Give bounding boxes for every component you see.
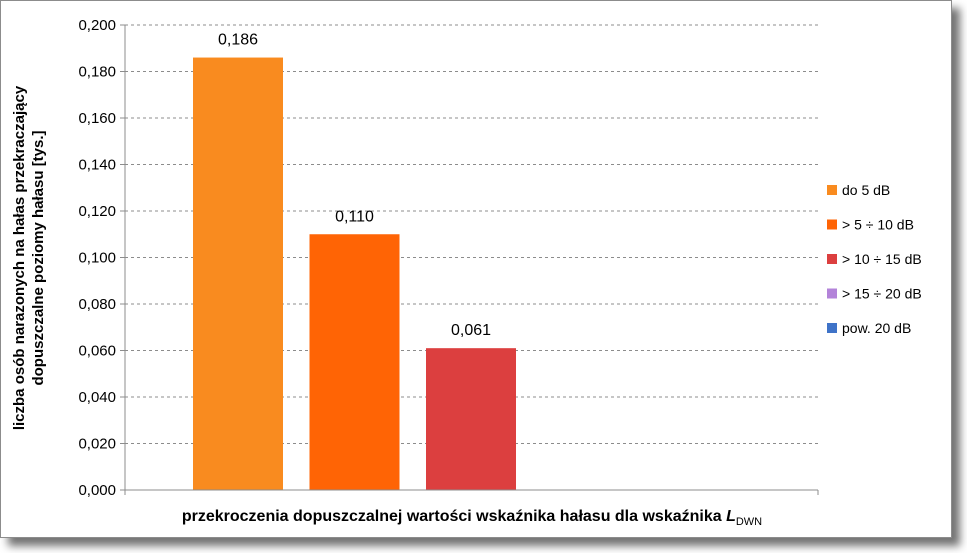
legend-swatch [827,323,837,333]
legend-label: > 15 ÷ 20 dB [842,286,922,302]
legend-swatch [827,219,837,230]
bar-series-1 [193,57,283,491]
legend-label: > 10 ÷ 15 dB [842,251,922,267]
y-tick-labels: 0,000 0,020 0,040 0,060 0,080 0,100 0,120 0,140… [78,17,116,499]
x-axis-title: przekroczenia dopuszczalnej wartości wsk… [182,508,762,528]
data-label-series-3: 0,061 [451,322,491,339]
y-axis-title-line1: liczba osób narazonych na hałas przekrac… [11,85,28,430]
legend-label: > 5 ÷ 10 dB [842,217,914,233]
legend-label: do 5 dB [842,182,890,198]
y-tick-label: 0,140 [78,157,116,174]
y-tick-label: 0,060 [78,343,116,360]
y-tick-label: 0,020 [78,436,116,453]
data-label-series-1: 0,186 [218,32,258,49]
y-tick-label: 0,200 [78,17,116,34]
x-axis-title-italic: L [726,508,736,525]
y-tick-label: 0,000 [78,482,116,499]
y-tick-label: 0,120 [78,203,116,220]
bar-series-3 [426,348,516,490]
bar-series-2 [309,234,400,490]
data-label-series-2: 0,110 [335,208,374,225]
data-labels: 0,186 0,110 0,061 [218,32,491,340]
legend-swatch [827,254,837,264]
x-axis-title-subscript: DWN [736,516,762,528]
y-tick-label: 0,080 [78,296,116,313]
legend-label: pow. 20 dB [842,320,911,336]
y-tick-label: 0,160 [78,110,116,127]
legend-swatch [827,288,837,299]
y-axis-title-line2: dopuszczalne poziomy hałasu [tys.] [30,130,47,385]
y-tick-label: 0,040 [78,389,116,406]
legend: do 5 dB > 5 ÷ 10 dB > 10 ÷ 15 dB > 15 ÷ 20 … [827,182,922,336]
x-axis-title-main: przekroczenia dopuszczalnej wartości wsk… [182,508,726,525]
legend-swatch [827,185,837,195]
bars [193,57,516,491]
y-tick-label: 0,180 [78,64,116,81]
y-tick-label: 0,100 [78,250,116,267]
